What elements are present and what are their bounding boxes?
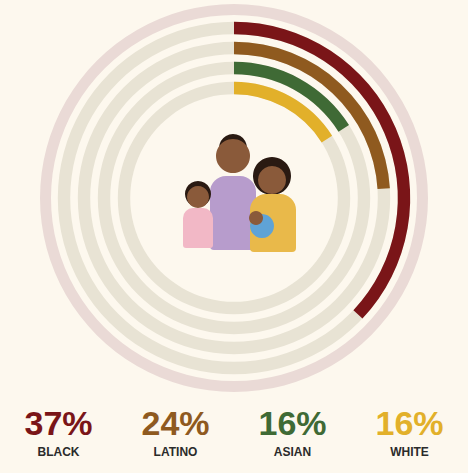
- svg-text:ASIAN: ASIAN: [274, 445, 311, 459]
- svg-text:16%: 16%: [258, 404, 326, 442]
- svg-text:37%: 37%: [24, 404, 92, 442]
- svg-text:LATINO: LATINO: [154, 445, 198, 459]
- svg-text:WHITE: WHITE: [390, 445, 429, 459]
- svg-text:24%: 24%: [141, 404, 209, 442]
- svg-text:BLACK: BLACK: [38, 445, 80, 459]
- svg-text:16%: 16%: [375, 404, 443, 442]
